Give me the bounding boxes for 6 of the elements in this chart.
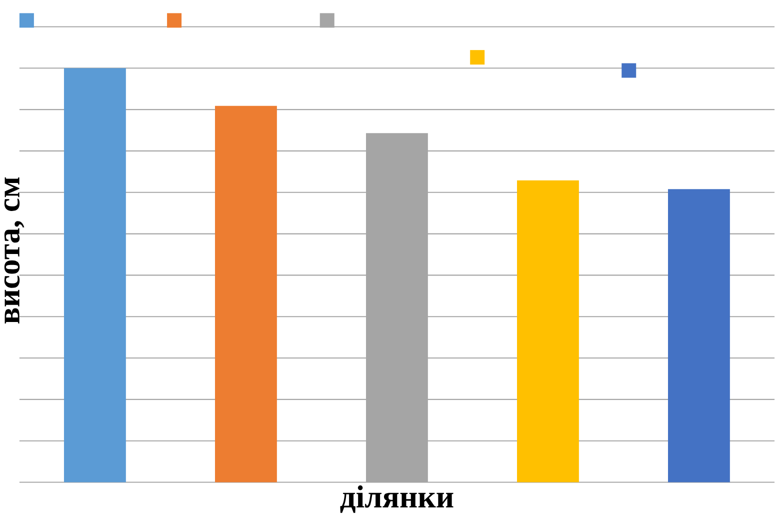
bar [214, 106, 277, 482]
bar [64, 68, 126, 482]
x-axis-title: ділянки [340, 485, 454, 513]
y-axis-title: висота, см [4, 177, 24, 324]
bar [668, 188, 730, 482]
bar [517, 180, 579, 482]
